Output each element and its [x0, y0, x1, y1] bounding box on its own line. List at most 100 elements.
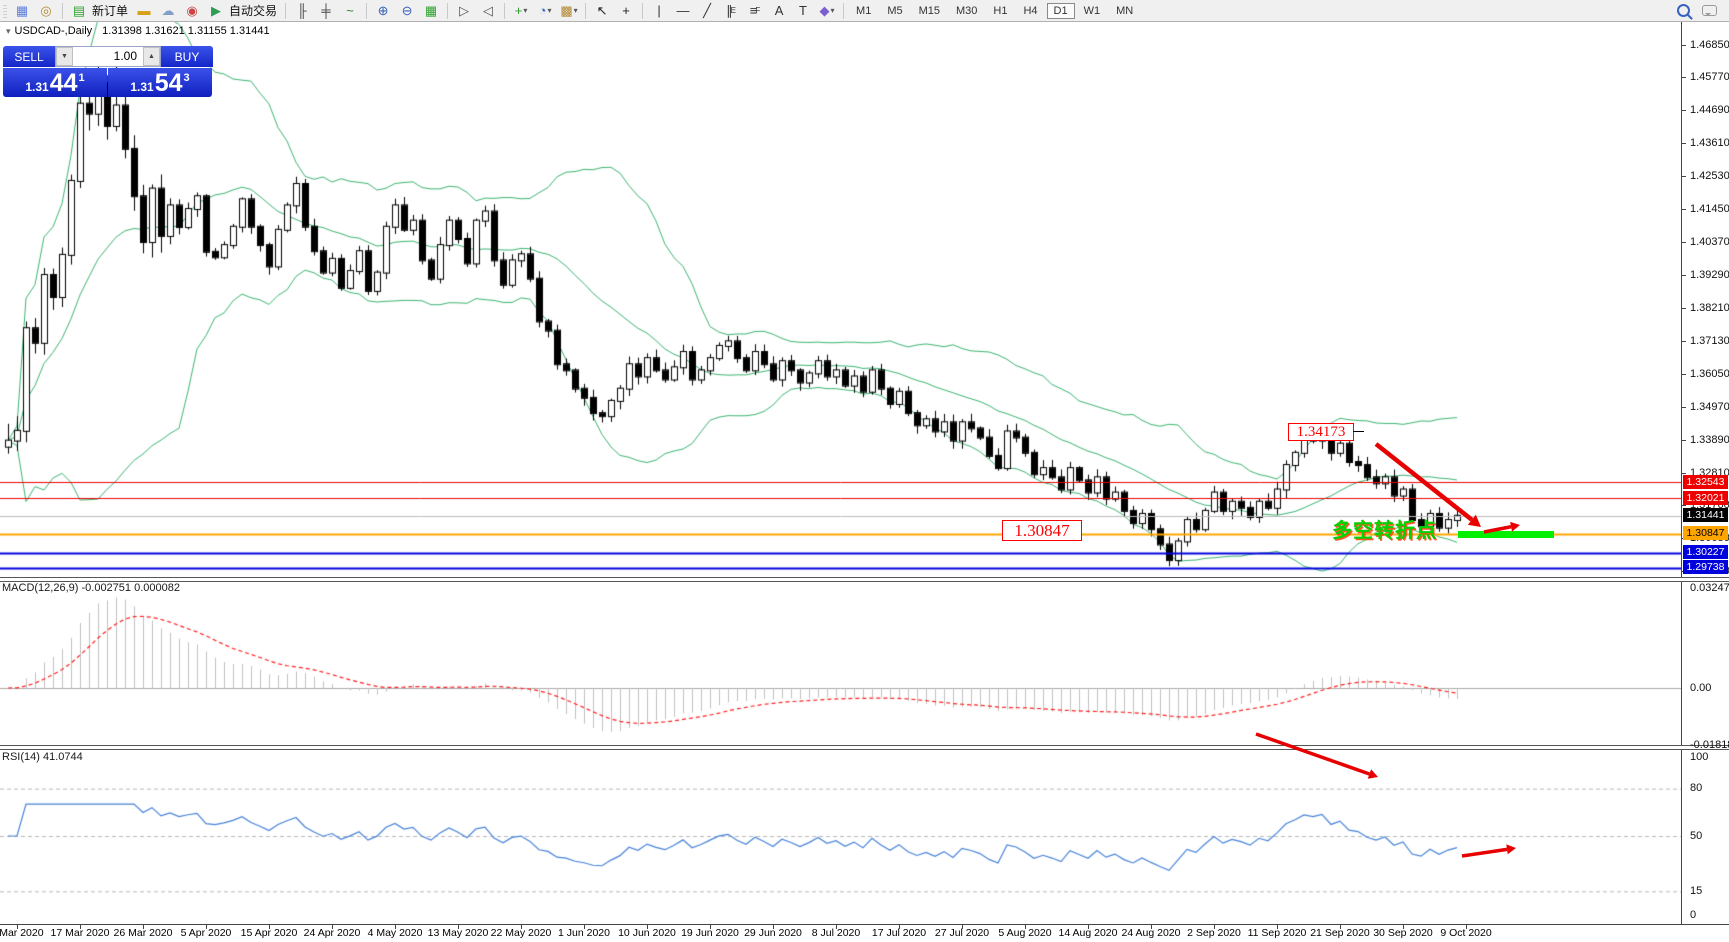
rsi-axis-label: 50 [1690, 830, 1703, 842]
candlestick-chart-icon[interactable]: ╪ [321, 2, 331, 18]
pane-divider-macd[interactable] [0, 577, 1729, 582]
timeframe-button-M1[interactable]: M1 [856, 4, 872, 17]
rsi-indicator-label: RSI(14) 41.0744 [2, 751, 83, 763]
text-label-icon[interactable]: T [799, 2, 807, 18]
period-selector-icon[interactable]: ◔ ▾ [538, 2, 552, 18]
chat-icon[interactable] [1702, 5, 1717, 16]
signal-icon[interactable]: ◉ [186, 2, 198, 18]
period-selector-icon-dropdown[interactable]: ▾ [547, 5, 552, 15]
date-label: 15 Apr 2020 [240, 927, 298, 939]
sell-price-panel[interactable]: 1.31 44 1 [3, 68, 107, 97]
trendline-icon[interactable]: ╱ [703, 2, 711, 18]
date-label: 11 Sep 2020 [1247, 927, 1307, 939]
timeframe-button-H1[interactable]: H1 [993, 4, 1008, 17]
price-tick-label: 1.36050 [1690, 368, 1729, 380]
chart-menu-icon[interactable]: ▾ [6, 26, 11, 36]
gold-icon[interactable]: ▬ [137, 2, 151, 18]
price-tick-label: 1.45770 [1690, 71, 1729, 83]
cloud-icon[interactable]: ☁ [161, 2, 175, 18]
buy-button[interactable]: BUY [161, 46, 213, 67]
add-indicator-icon-dropdown[interactable]: ▾ [523, 5, 528, 15]
date-tick-mark [1403, 925, 1404, 929]
support-price-annotation[interactable]: 1.30847 [1002, 520, 1082, 541]
template-icon-dropdown[interactable]: ▾ [573, 5, 578, 15]
ohlc-values: 1.31398 1.31621 1.31155 1.31441 [102, 25, 270, 37]
support-highlight-bar[interactable] [1458, 531, 1554, 538]
template-icon[interactable]: ▩ ▾ [560, 2, 578, 18]
timeframe-button-D1[interactable]: D1 [1046, 2, 1075, 19]
main-toolbar: ▦ ◎ ▤ 新订单 ▬ ☁ ◉ ▶ 自动交易 ╟ ╪ ~ ⊕ ⊖ ▦ ▷ ◁ + ▾ ◔ ▾ ▩ ▾ ↖ + | — ╱ ∥ E ≡ F A T ◆… [0, 0, 1729, 22]
equidistant-channel-icon-sub: E [730, 5, 736, 15]
add-indicator-icon[interactable]: + ▾ [514, 2, 528, 18]
timeframe-button-M30[interactable]: M30 [956, 4, 978, 17]
shapes-icon[interactable]: ◆ ▾ [819, 2, 835, 18]
timeframe-button-MN[interactable]: MN [1116, 4, 1134, 17]
date-tick-mark [1151, 925, 1152, 929]
fibonacci-icon[interactable]: ≡ F [749, 2, 761, 18]
price-chart-canvas[interactable] [0, 22, 1681, 577]
cursor-icon[interactable]: ↖ [596, 2, 608, 18]
price-tick-mark [1682, 143, 1686, 144]
price-tick-mark [1682, 341, 1686, 342]
equidistant-channel-icon[interactable]: ∥ E [726, 2, 736, 18]
sell-button[interactable]: SELL [3, 46, 55, 67]
macd-axis-label: -0.018182 [1690, 739, 1729, 751]
chart-shift-icon[interactable]: ◁ [483, 2, 494, 18]
timeframe-button-W1[interactable]: W1 [1083, 4, 1101, 17]
crosshair-icon[interactable]: + [622, 2, 630, 18]
zoom-out-icon[interactable]: ⊖ [401, 2, 413, 18]
date-label: 17 Jul 2020 [871, 927, 927, 939]
date-tick-mark [710, 925, 711, 929]
date-label: 22 May 2020 [490, 927, 552, 939]
price-tick-mark [1682, 77, 1686, 78]
macd-pane-canvas[interactable] [0, 580, 1681, 745]
shapes-icon-dropdown[interactable]: ▾ [830, 5, 835, 15]
chart-title: ▾ USDCAD-,Daily 1.31398 1.31621 1.31155 1.… [6, 25, 270, 37]
pane-divider-rsi[interactable] [0, 745, 1729, 750]
volume-input[interactable]: 1.00 [113, 49, 137, 63]
line-chart-icon[interactable]: ~ [346, 2, 354, 18]
timeframe-button-M15[interactable]: M15 [918, 4, 940, 17]
auto-trading-icon-label[interactable]: 自动交易 [229, 4, 278, 18]
toolbar-separator [447, 2, 449, 19]
new-order-icon-label[interactable]: 新订单 [92, 4, 129, 18]
preview-icon[interactable]: ◎ [40, 2, 52, 18]
date-label: 26 Mar 2020 [113, 927, 173, 939]
date-label: 6 Mar 2020 [0, 927, 44, 939]
toolbar-gripper[interactable] [3, 3, 7, 18]
new-order-icon[interactable]: ▤ [72, 2, 86, 18]
fibonacci-icon-sub: F [755, 5, 761, 15]
tile-windows-icon[interactable]: ▦ [424, 2, 438, 18]
sell-price-main: 44 [49, 69, 78, 97]
text-icon[interactable]: A [774, 2, 784, 18]
date-label: 13 May 2020 [427, 927, 489, 939]
price-tick-mark [1682, 440, 1686, 441]
buy-price-prefix: 1.31 [130, 80, 154, 94]
search-icon[interactable] [1677, 4, 1690, 17]
auto-trading-icon[interactable]: ▶ [211, 2, 222, 18]
buy-price-panel[interactable]: 1.31 54 3 [108, 68, 212, 97]
peak-price-annotation[interactable]: 1.34173 [1288, 423, 1354, 441]
vertical-line-icon[interactable]: | [657, 2, 661, 18]
volume-decrease-button[interactable]: ▼ [56, 47, 73, 66]
auto-scroll-icon[interactable]: ▷ [459, 2, 470, 18]
bar-chart-icon[interactable]: ╟ [297, 2, 307, 18]
zoom-in-icon[interactable]: ⊕ [377, 2, 389, 18]
symbol-period-label: USDCAD-,Daily [14, 25, 93, 37]
date-tick-mark [1466, 925, 1467, 929]
timeframe-button-M5[interactable]: M5 [887, 4, 903, 17]
price-badge-1.30847: 1.30847 [1683, 526, 1728, 540]
horizontal-line-icon[interactable]: — [676, 2, 690, 18]
rsi-pane-canvas[interactable] [0, 748, 1681, 924]
price-axis[interactable]: 1.46850 1.45770 1.44690 1.43610 1.42530 1.414… [1682, 22, 1729, 924]
date-label: 1 Jun 2020 [558, 927, 610, 939]
rsi-axis-label: 80 [1690, 782, 1703, 794]
price-tick-label: 1.40370 [1690, 236, 1729, 248]
price-tick-mark [1682, 209, 1686, 210]
timeframe-button-H4[interactable]: H4 [1023, 4, 1038, 17]
chart-profile-icon[interactable]: ▦ [15, 2, 29, 18]
volume-increase-button[interactable]: ▲ [143, 47, 160, 66]
date-label: 24 Aug 2020 [1121, 927, 1181, 939]
turning-point-annotation[interactable]: 多空转折点 [1332, 520, 1437, 542]
